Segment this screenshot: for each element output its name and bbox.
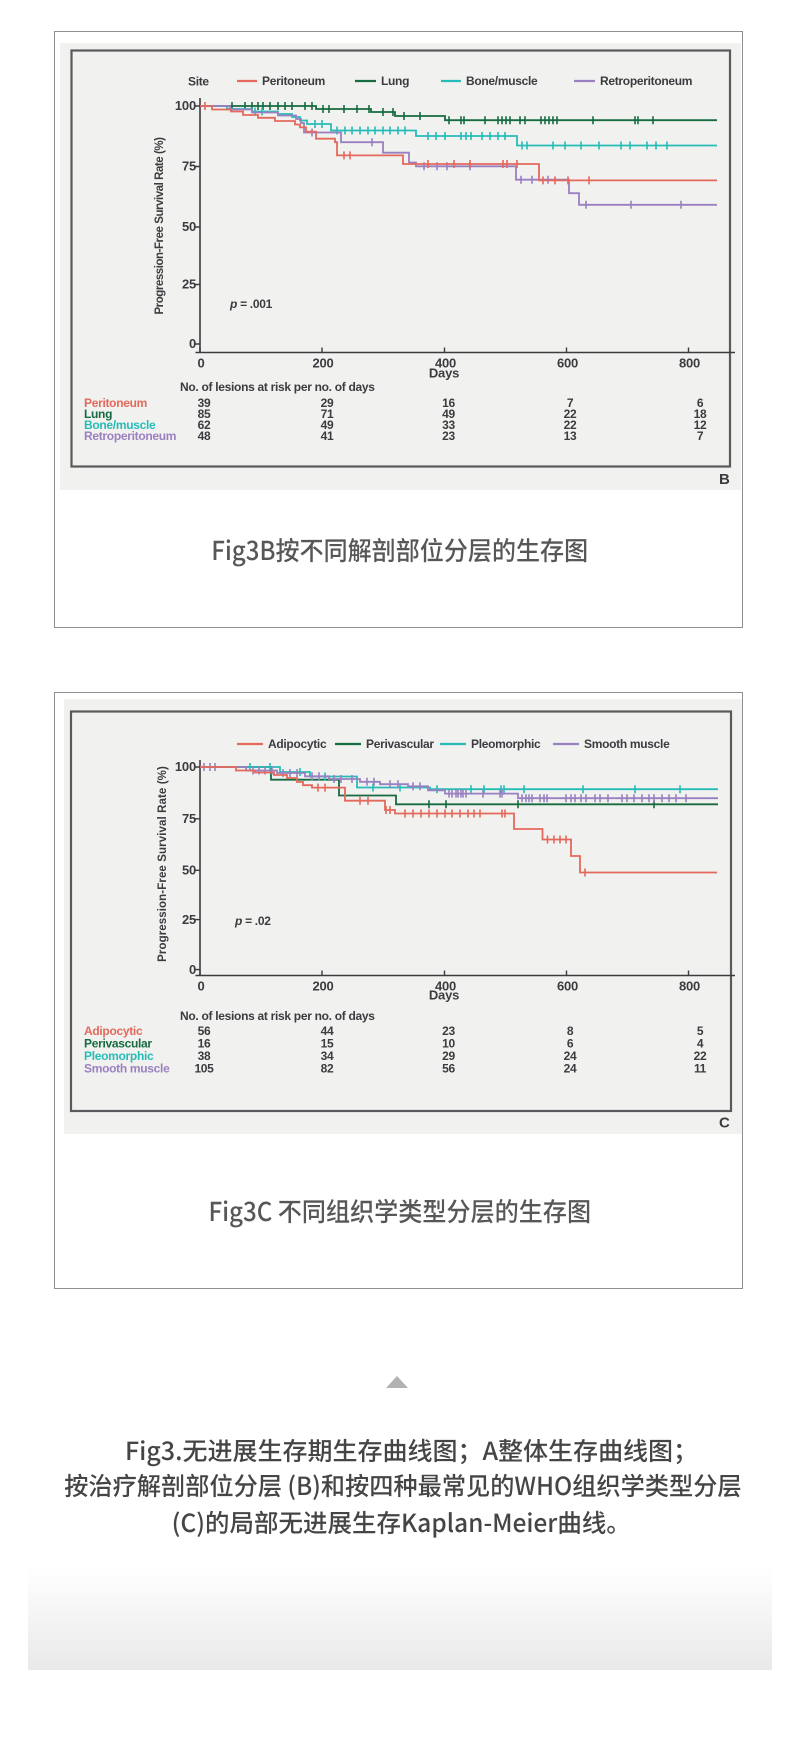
svg-text:29: 29 xyxy=(442,1049,455,1063)
svg-text:23: 23 xyxy=(442,429,455,443)
svg-text:85: 85 xyxy=(198,407,211,421)
svg-text:24: 24 xyxy=(564,1062,577,1076)
svg-text:0: 0 xyxy=(197,979,204,994)
svg-text:22: 22 xyxy=(694,1049,707,1063)
svg-text:Perivascular: Perivascular xyxy=(366,737,434,751)
svg-text:Lung: Lung xyxy=(381,74,409,88)
svg-text:7: 7 xyxy=(567,396,574,410)
svg-text:Perivascular: Perivascular xyxy=(84,1037,152,1051)
svg-text:800: 800 xyxy=(679,356,700,371)
svg-text:50: 50 xyxy=(182,863,196,878)
svg-text:Days: Days xyxy=(429,366,459,381)
svg-text:Days: Days xyxy=(429,988,459,1003)
svg-text:6: 6 xyxy=(567,1037,574,1051)
svg-text:0: 0 xyxy=(197,356,204,371)
svg-text:p = .001: p = .001 xyxy=(229,297,273,311)
svg-text:No. of lesions at risk per no.: No. of lesions at risk per no. of days xyxy=(180,380,375,394)
svg-text:No. of lesions at risk per no.: No. of lesions at risk per no. of days xyxy=(180,1009,375,1023)
svg-text:0: 0 xyxy=(189,336,196,351)
svg-text:11: 11 xyxy=(694,1062,707,1076)
svg-text:29: 29 xyxy=(321,396,334,410)
svg-text:105: 105 xyxy=(194,1062,214,1076)
svg-text:Progression-Free Survival Rate: Progression-Free Survival Rate (%) xyxy=(154,137,166,315)
svg-text:71: 71 xyxy=(321,407,334,421)
svg-text:15: 15 xyxy=(321,1037,334,1051)
svg-text:8: 8 xyxy=(567,1024,574,1038)
svg-text:10: 10 xyxy=(442,1037,455,1051)
svg-text:12: 12 xyxy=(694,418,707,432)
svg-text:Adipocytic: Adipocytic xyxy=(268,737,327,751)
svg-text:25: 25 xyxy=(182,277,196,292)
svg-text:62: 62 xyxy=(198,418,211,432)
svg-text:Peritoneum: Peritoneum xyxy=(262,74,325,88)
svg-text:400: 400 xyxy=(435,979,456,994)
svg-text:48: 48 xyxy=(198,429,211,443)
svg-text:4: 4 xyxy=(697,1037,704,1051)
svg-text:16: 16 xyxy=(442,396,455,410)
svg-text:82: 82 xyxy=(321,1062,334,1076)
svg-text:24: 24 xyxy=(564,1049,577,1063)
svg-text:56: 56 xyxy=(198,1024,211,1038)
svg-text:100: 100 xyxy=(175,98,196,113)
svg-text:5: 5 xyxy=(697,1024,704,1038)
svg-text:25: 25 xyxy=(182,912,196,927)
svg-text:49: 49 xyxy=(321,418,334,432)
svg-text:38: 38 xyxy=(198,1049,211,1063)
svg-text:7: 7 xyxy=(697,429,704,443)
svg-text:100: 100 xyxy=(175,759,196,774)
svg-text:Lung: Lung xyxy=(84,407,112,421)
svg-text:Bone/muscle: Bone/muscle xyxy=(84,418,156,432)
svg-text:Retroperitoneum: Retroperitoneum xyxy=(600,74,692,88)
svg-text:C: C xyxy=(719,1115,730,1132)
svg-text:13: 13 xyxy=(564,429,577,443)
svg-text:600: 600 xyxy=(557,356,578,371)
svg-text:Retroperitoneum: Retroperitoneum xyxy=(84,429,176,443)
svg-text:200: 200 xyxy=(312,356,333,371)
svg-text:34: 34 xyxy=(321,1049,334,1063)
svg-text:Pleomorphic: Pleomorphic xyxy=(84,1049,154,1063)
svg-text:Progression-Free Survival Rate: Progression-Free Survival Rate (%) xyxy=(157,766,169,962)
svg-text:600: 600 xyxy=(557,979,578,994)
svg-text:400: 400 xyxy=(435,356,456,371)
svg-text:33: 33 xyxy=(442,418,455,432)
svg-text:75: 75 xyxy=(182,811,196,826)
svg-text:Site: Site xyxy=(188,75,209,89)
svg-text:800: 800 xyxy=(679,979,700,994)
svg-text:Smooth muscle: Smooth muscle xyxy=(584,737,670,751)
svg-text:0: 0 xyxy=(189,962,196,977)
svg-text:22: 22 xyxy=(564,418,577,432)
svg-text:Adipocytic: Adipocytic xyxy=(84,1024,143,1038)
svg-text:Pleomorphic: Pleomorphic xyxy=(471,737,541,751)
svg-text:49: 49 xyxy=(442,407,455,421)
svg-text:16: 16 xyxy=(198,1037,211,1051)
svg-text:75: 75 xyxy=(182,159,196,174)
svg-text:56: 56 xyxy=(442,1062,455,1076)
svg-text:18: 18 xyxy=(694,407,707,421)
svg-text:p = .02: p = .02 xyxy=(234,914,271,928)
svg-text:Smooth muscle: Smooth muscle xyxy=(84,1062,170,1076)
svg-text:41: 41 xyxy=(321,429,334,443)
svg-text:Peritoneum: Peritoneum xyxy=(84,396,147,410)
svg-text:B: B xyxy=(719,471,730,488)
svg-text:22: 22 xyxy=(564,407,577,421)
svg-text:Bone/muscle: Bone/muscle xyxy=(466,74,538,88)
svg-text:50: 50 xyxy=(182,219,196,234)
svg-text:39: 39 xyxy=(198,396,211,410)
svg-text:200: 200 xyxy=(312,979,333,994)
svg-text:44: 44 xyxy=(321,1024,334,1038)
svg-text:6: 6 xyxy=(697,396,704,410)
svg-text:23: 23 xyxy=(442,1024,455,1038)
